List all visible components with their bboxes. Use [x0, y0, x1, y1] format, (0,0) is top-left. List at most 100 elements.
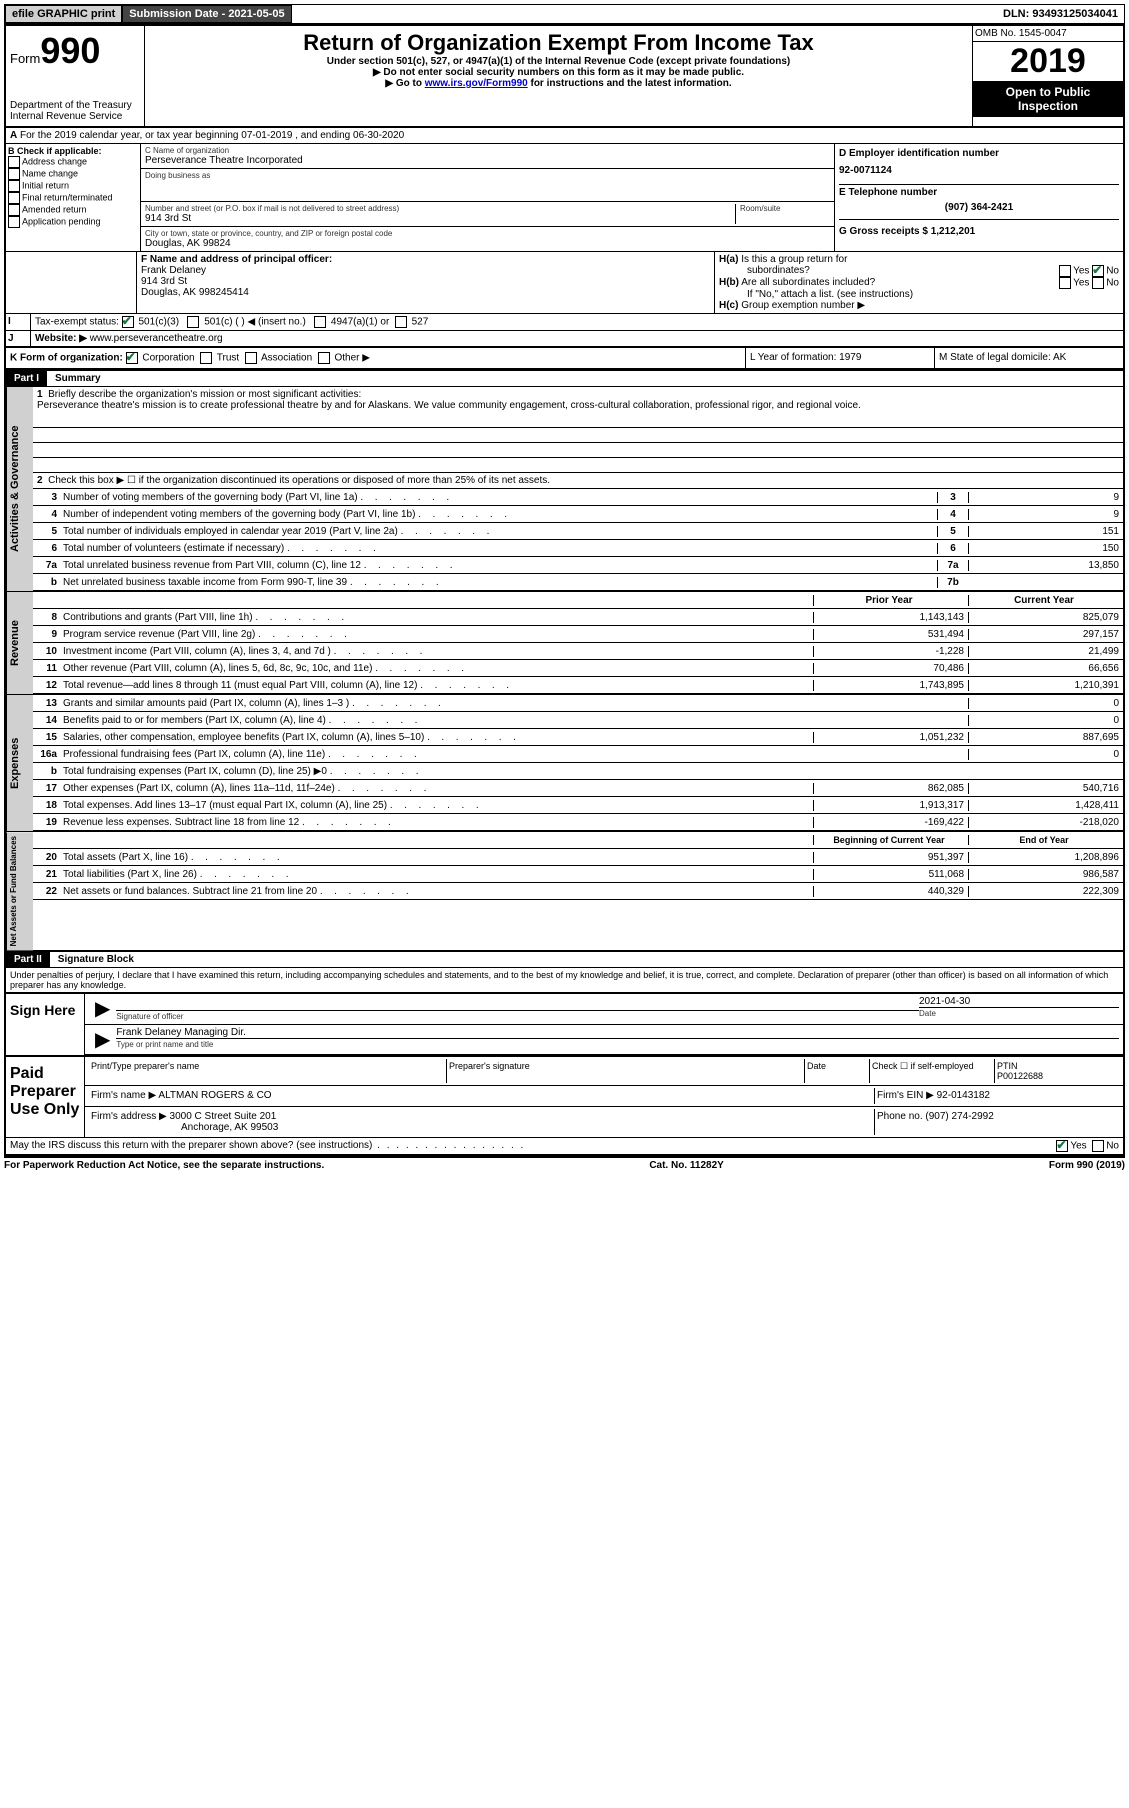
trust-checkbox[interactable]: [200, 352, 212, 364]
amended-checkbox[interactable]: [8, 204, 20, 216]
firm-phone: (907) 274-2992: [925, 1111, 993, 1122]
subtitle-3: Go to www.irs.gov/Form990 for instructio…: [149, 78, 968, 89]
line-i-label: I: [6, 314, 31, 330]
column-d-e-g: D Employer identification number 92-0071…: [835, 144, 1123, 251]
dept-label: Department of the Treasury: [10, 100, 140, 111]
trust-label: Trust: [217, 353, 239, 364]
sig-arrow-icon-2: ▶: [89, 1027, 116, 1052]
ptin-value: P00122688: [997, 1071, 1043, 1081]
header-left: Form990 Department of the Treasury Inter…: [6, 26, 145, 126]
line-a-text: For the 2019 calendar year, or tax year …: [20, 130, 404, 141]
line-row: 22Net assets or fund balances. Subtract …: [33, 883, 1123, 900]
dba-label: Doing business as: [145, 171, 830, 180]
expenses-tab: Expenses: [6, 695, 33, 831]
line-row: 4Number of independent voting members of…: [33, 506, 1123, 523]
line-row: 21Total liabilities (Part X, line 26) . …: [33, 866, 1123, 883]
city-state-zip: Douglas, AK 99824: [145, 238, 830, 249]
assoc-checkbox[interactable]: [245, 352, 257, 364]
activities-tab: Activities & Governance: [6, 387, 33, 591]
officer-addr2: Douglas, AK 998245414: [141, 287, 710, 298]
line-row: 10Investment income (Part VIII, column (…: [33, 643, 1123, 660]
form-container: Form990 Department of the Treasury Inter…: [4, 24, 1125, 1156]
line-row: 8Contributions and grants (Part VIII, li…: [33, 609, 1123, 626]
discuss-text: May the IRS discuss this return with the…: [10, 1140, 372, 1151]
form990-link[interactable]: www.irs.gov/Form990: [425, 78, 528, 89]
officer-label: F Name and address of principal officer:: [141, 254, 710, 265]
501c3-checkbox[interactable]: [122, 316, 134, 328]
sub3-pre: Go to: [396, 78, 425, 89]
line-row: bNet unrelated business taxable income f…: [33, 574, 1123, 591]
inspection-box: Open to Public Inspection: [973, 81, 1123, 117]
firm-name: ALTMAN ROGERS & CO: [158, 1090, 271, 1101]
tax-year: 2019: [973, 42, 1123, 81]
officer-addr1: 914 3rd St: [141, 276, 710, 287]
initial-return-label: Initial return: [22, 180, 69, 190]
end-year-header: End of Year: [968, 835, 1123, 845]
line-row: 15Salaries, other compensation, employee…: [33, 729, 1123, 746]
hc-text: Group exemption number ▶: [741, 300, 865, 311]
527-checkbox[interactable]: [395, 316, 407, 328]
501c3-label: 501(c)(3): [138, 317, 179, 328]
501c-checkbox[interactable]: [187, 316, 199, 328]
discuss-yes-checkbox[interactable]: [1056, 1140, 1068, 1152]
firm-addr-label: Firm's address ▶: [91, 1111, 167, 1122]
part-1-badge: Part I: [6, 371, 47, 386]
line-a: A For the 2019 calendar year, or tax yea…: [6, 128, 1123, 144]
addr-change-checkbox[interactable]: [8, 156, 20, 168]
org-name-label: C Name of organization: [145, 146, 830, 155]
ha-no-checkbox[interactable]: [1092, 265, 1104, 277]
sig-date-label: Date: [919, 1009, 936, 1018]
city-label: City or town, state or province, country…: [145, 229, 830, 238]
ein-label: D Employer identification number: [839, 148, 1119, 159]
tax-exempt-label: Tax-exempt status:: [35, 317, 119, 328]
hb-yes-checkbox[interactable]: [1059, 277, 1071, 289]
firm-phone-label: Phone no.: [877, 1111, 923, 1122]
pending-checkbox[interactable]: [8, 216, 20, 228]
firm-addr2: Anchorage, AK 99503: [91, 1122, 278, 1133]
paid-preparer-block: Paid Preparer Use Only Print/Type prepar…: [6, 1055, 1123, 1137]
other-checkbox[interactable]: [318, 352, 330, 364]
revenue-tab: Revenue: [6, 592, 33, 694]
corp-checkbox[interactable]: [126, 352, 138, 364]
firm-name-label: Firm's name ▶: [91, 1090, 156, 1101]
other-label: Other ▶: [334, 353, 369, 364]
line-row: 12Total revenue—add lines 8 through 11 (…: [33, 677, 1123, 694]
header-right: OMB No. 1545-0047 2019 Open to Public In…: [973, 26, 1123, 126]
4947-checkbox[interactable]: [314, 316, 326, 328]
form-label: Form: [10, 51, 40, 66]
page-footer: For Paperwork Reduction Act Notice, see …: [4, 1156, 1125, 1171]
name-change-label: Name change: [22, 168, 78, 178]
room-label: Room/suite: [740, 204, 830, 213]
ha-text: Is this a group return for: [741, 254, 847, 265]
name-change-checkbox[interactable]: [8, 168, 20, 180]
phone-label: E Telephone number: [839, 187, 1119, 198]
gross-receipts: G Gross receipts $ 1,212,201: [839, 226, 1119, 237]
hb-no-checkbox[interactable]: [1092, 277, 1104, 289]
form-org-label: K Form of organization:: [10, 353, 123, 364]
part-1-header: Part I Summary: [6, 369, 1123, 387]
efile-button[interactable]: efile GRAPHIC print: [5, 5, 122, 23]
initial-return-checkbox[interactable]: [8, 180, 20, 192]
part-2-badge: Part II: [6, 952, 50, 967]
527-label: 527: [412, 317, 429, 328]
discuss-no-checkbox[interactable]: [1092, 1140, 1104, 1152]
line-row: 13Grants and similar amounts paid (Part …: [33, 695, 1123, 712]
self-employed-check: Check ☐ if self-employed: [870, 1059, 995, 1083]
addr-label: Number and street (or P.O. box if mail i…: [145, 204, 735, 213]
line-row: 7aTotal unrelated business revenue from …: [33, 557, 1123, 574]
ha-yes-checkbox[interactable]: [1059, 265, 1071, 277]
penalties-text: Under penalties of perjury, I declare th…: [6, 968, 1123, 992]
line-row: bTotal fundraising expenses (Part IX, co…: [33, 763, 1123, 780]
governance-content: 1 Briefly describe the organization's mi…: [33, 387, 1123, 591]
4947-label: 4947(a)(1) or: [331, 317, 389, 328]
pending-label: Application pending: [22, 216, 101, 226]
state-domicile: M State of legal domicile: AK: [934, 348, 1123, 368]
final-return-checkbox[interactable]: [8, 192, 20, 204]
line-row: 17Other expenses (Part IX, column (A), l…: [33, 780, 1123, 797]
sig-officer-label: Signature of officer: [116, 1012, 183, 1021]
submission-date-button[interactable]: Submission Date - 2021-05-05: [122, 5, 291, 23]
part-2-title: Signature Block: [50, 954, 134, 965]
line-row: 9Program service revenue (Part VIII, lin…: [33, 626, 1123, 643]
line-2-text: Check this box ▶ ☐ if the organization d…: [48, 475, 550, 486]
line-row: 11Other revenue (Part VIII, column (A), …: [33, 660, 1123, 677]
